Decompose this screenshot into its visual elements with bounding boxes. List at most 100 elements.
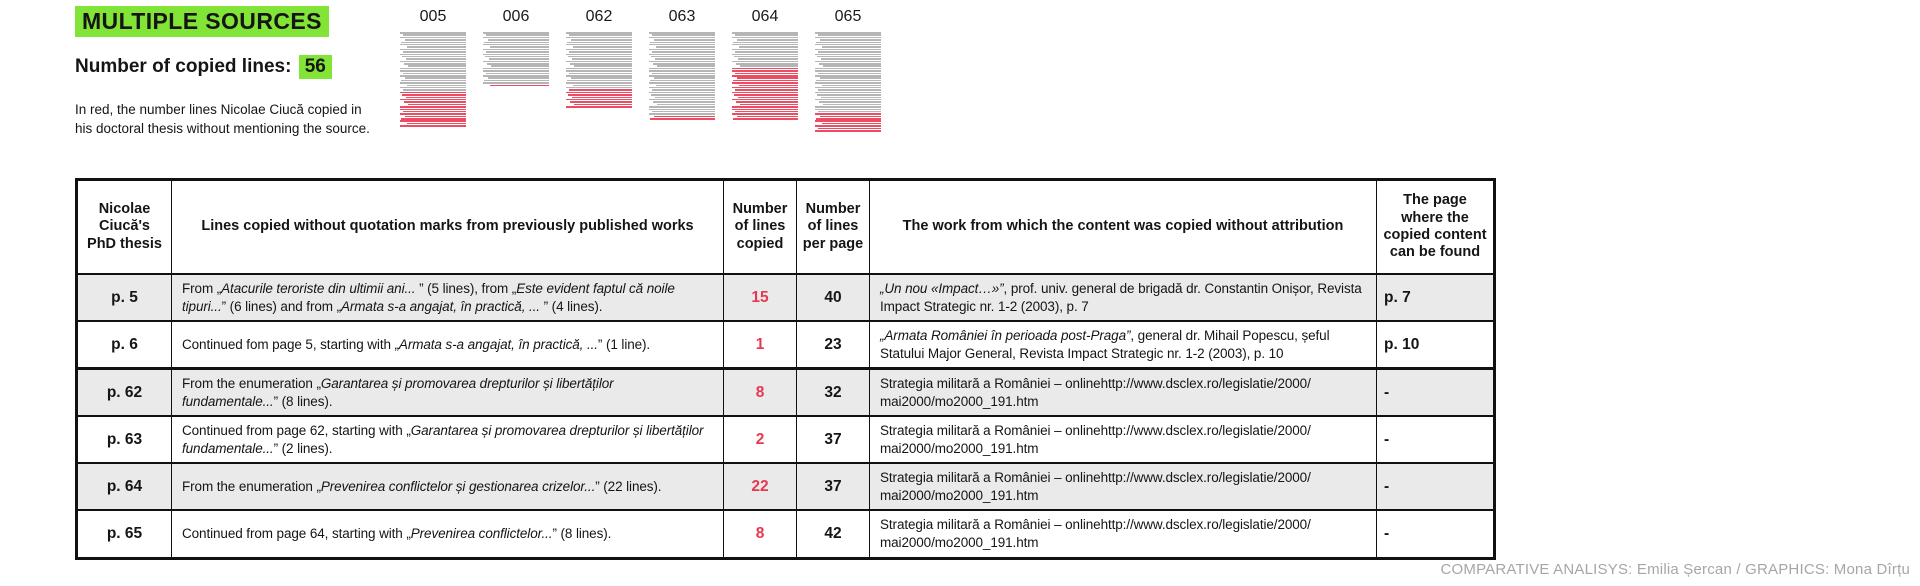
text-line — [732, 48, 798, 51]
text-line — [483, 43, 549, 46]
copied-line — [403, 101, 466, 103]
text-line — [649, 113, 715, 115]
cell-thesis-page: p. 65 — [76, 509, 172, 560]
text-line — [818, 89, 881, 91]
copied-line — [739, 84, 798, 87]
text-line — [566, 75, 632, 77]
text-line — [483, 41, 549, 44]
text-line — [485, 72, 549, 75]
page-thumbnails: 005 006 062 063 064 065 — [400, 8, 881, 132]
text-line — [815, 91, 881, 94]
cell-description: Continued fom page 5, starting with „Arm… — [171, 320, 724, 371]
copied-line — [571, 96, 632, 99]
text-line — [649, 53, 715, 56]
text-line — [815, 79, 881, 82]
text-line — [656, 65, 715, 67]
column-header-4: Number of lines per page — [796, 179, 870, 275]
cell-source-work: Strategia militară a României – onlineht… — [869, 462, 1377, 512]
text-line — [649, 98, 715, 101]
text-line — [649, 60, 715, 63]
text-line — [405, 58, 466, 60]
text-line — [649, 48, 715, 51]
cell-thesis-page: p. 6 — [76, 320, 172, 371]
text-line — [407, 46, 466, 48]
copied-line — [400, 125, 466, 127]
page-thumbnail: 065 — [815, 8, 881, 132]
text-line — [400, 36, 466, 39]
table-row-p62: p. 62 From the enumeration „Garantarea și… — [76, 367, 1495, 418]
page-miniature — [649, 32, 715, 120]
text-line — [818, 63, 881, 65]
text-line — [483, 48, 549, 51]
text-line — [649, 43, 715, 46]
cell-lines-per-page: 37 — [796, 415, 870, 465]
cell-source-work: Strategia militară a României – onlineht… — [869, 367, 1377, 418]
cell-source-work: „Armata României în perioada post-Praga”… — [869, 320, 1377, 371]
cell-description: From the enumeration „Garantarea și prom… — [171, 367, 724, 418]
copied-line — [732, 75, 798, 77]
text-line — [402, 72, 466, 75]
copied-line — [732, 67, 798, 70]
text-line — [403, 89, 466, 91]
page-thumbnail-label: 064 — [751, 8, 779, 25]
text-line — [488, 39, 549, 41]
text-line — [571, 58, 632, 60]
copied-line — [407, 122, 466, 125]
copied-line — [400, 108, 466, 110]
text-line — [400, 75, 466, 77]
copied-line — [737, 77, 798, 79]
text-line — [649, 79, 715, 82]
page-thumbnail-label: 062 — [585, 8, 613, 25]
text-line — [649, 67, 715, 70]
copied-line — [654, 115, 715, 118]
page-thumbnail-label: 063 — [668, 8, 696, 25]
copied-line — [573, 103, 632, 106]
text-line — [649, 75, 715, 77]
text-line — [483, 75, 549, 77]
page-thumbnail: 005 — [400, 8, 466, 128]
cell-found-page: p. 7 — [1376, 272, 1495, 323]
cell-thesis-page: p. 62 — [76, 367, 172, 418]
text-line — [649, 70, 715, 72]
text-line — [654, 39, 715, 41]
text-line — [407, 84, 466, 87]
copied-line — [732, 108, 798, 110]
credits: COMPARATIVE ANALISYS: Emilia Șercan / GR… — [1440, 561, 1910, 578]
text-line — [400, 53, 466, 56]
copied-line — [815, 125, 881, 127]
text-line — [405, 77, 466, 79]
copied-line — [732, 86, 798, 89]
text-line — [818, 51, 881, 53]
text-line — [815, 36, 881, 39]
text-line — [649, 91, 715, 94]
text-line — [822, 84, 881, 87]
text-line — [400, 48, 466, 51]
copied-line — [732, 82, 798, 84]
copied-lines-value: 56 — [298, 55, 332, 79]
text-line — [400, 43, 466, 46]
text-line — [816, 94, 881, 96]
text-line — [649, 106, 715, 108]
copied-line — [569, 101, 632, 103]
copied-line — [732, 106, 798, 108]
table-row-p65: p. 65 Continued from page 64, starting wi… — [76, 509, 1495, 560]
text-line — [817, 72, 881, 75]
text-line — [407, 65, 466, 67]
text-line — [483, 70, 549, 72]
page-thumbnail-label: 065 — [834, 8, 862, 25]
text-line — [566, 53, 632, 56]
text-line — [566, 67, 632, 70]
cell-source-work: „Un nou «Impact…»”, prof. univ. general … — [869, 272, 1377, 323]
page-miniature — [732, 32, 798, 120]
copied-line — [649, 118, 715, 120]
text-line — [818, 101, 881, 103]
text-line — [817, 34, 881, 36]
copied-line — [400, 120, 466, 122]
copied-line — [566, 98, 632, 101]
copied-line — [732, 98, 798, 101]
copied-line — [818, 127, 881, 130]
text-line — [651, 34, 715, 36]
table-header-row: Nicolae Ciucă's PhD thesis Lines copied w… — [76, 179, 1495, 275]
text-line — [400, 79, 466, 82]
text-line — [815, 108, 881, 110]
